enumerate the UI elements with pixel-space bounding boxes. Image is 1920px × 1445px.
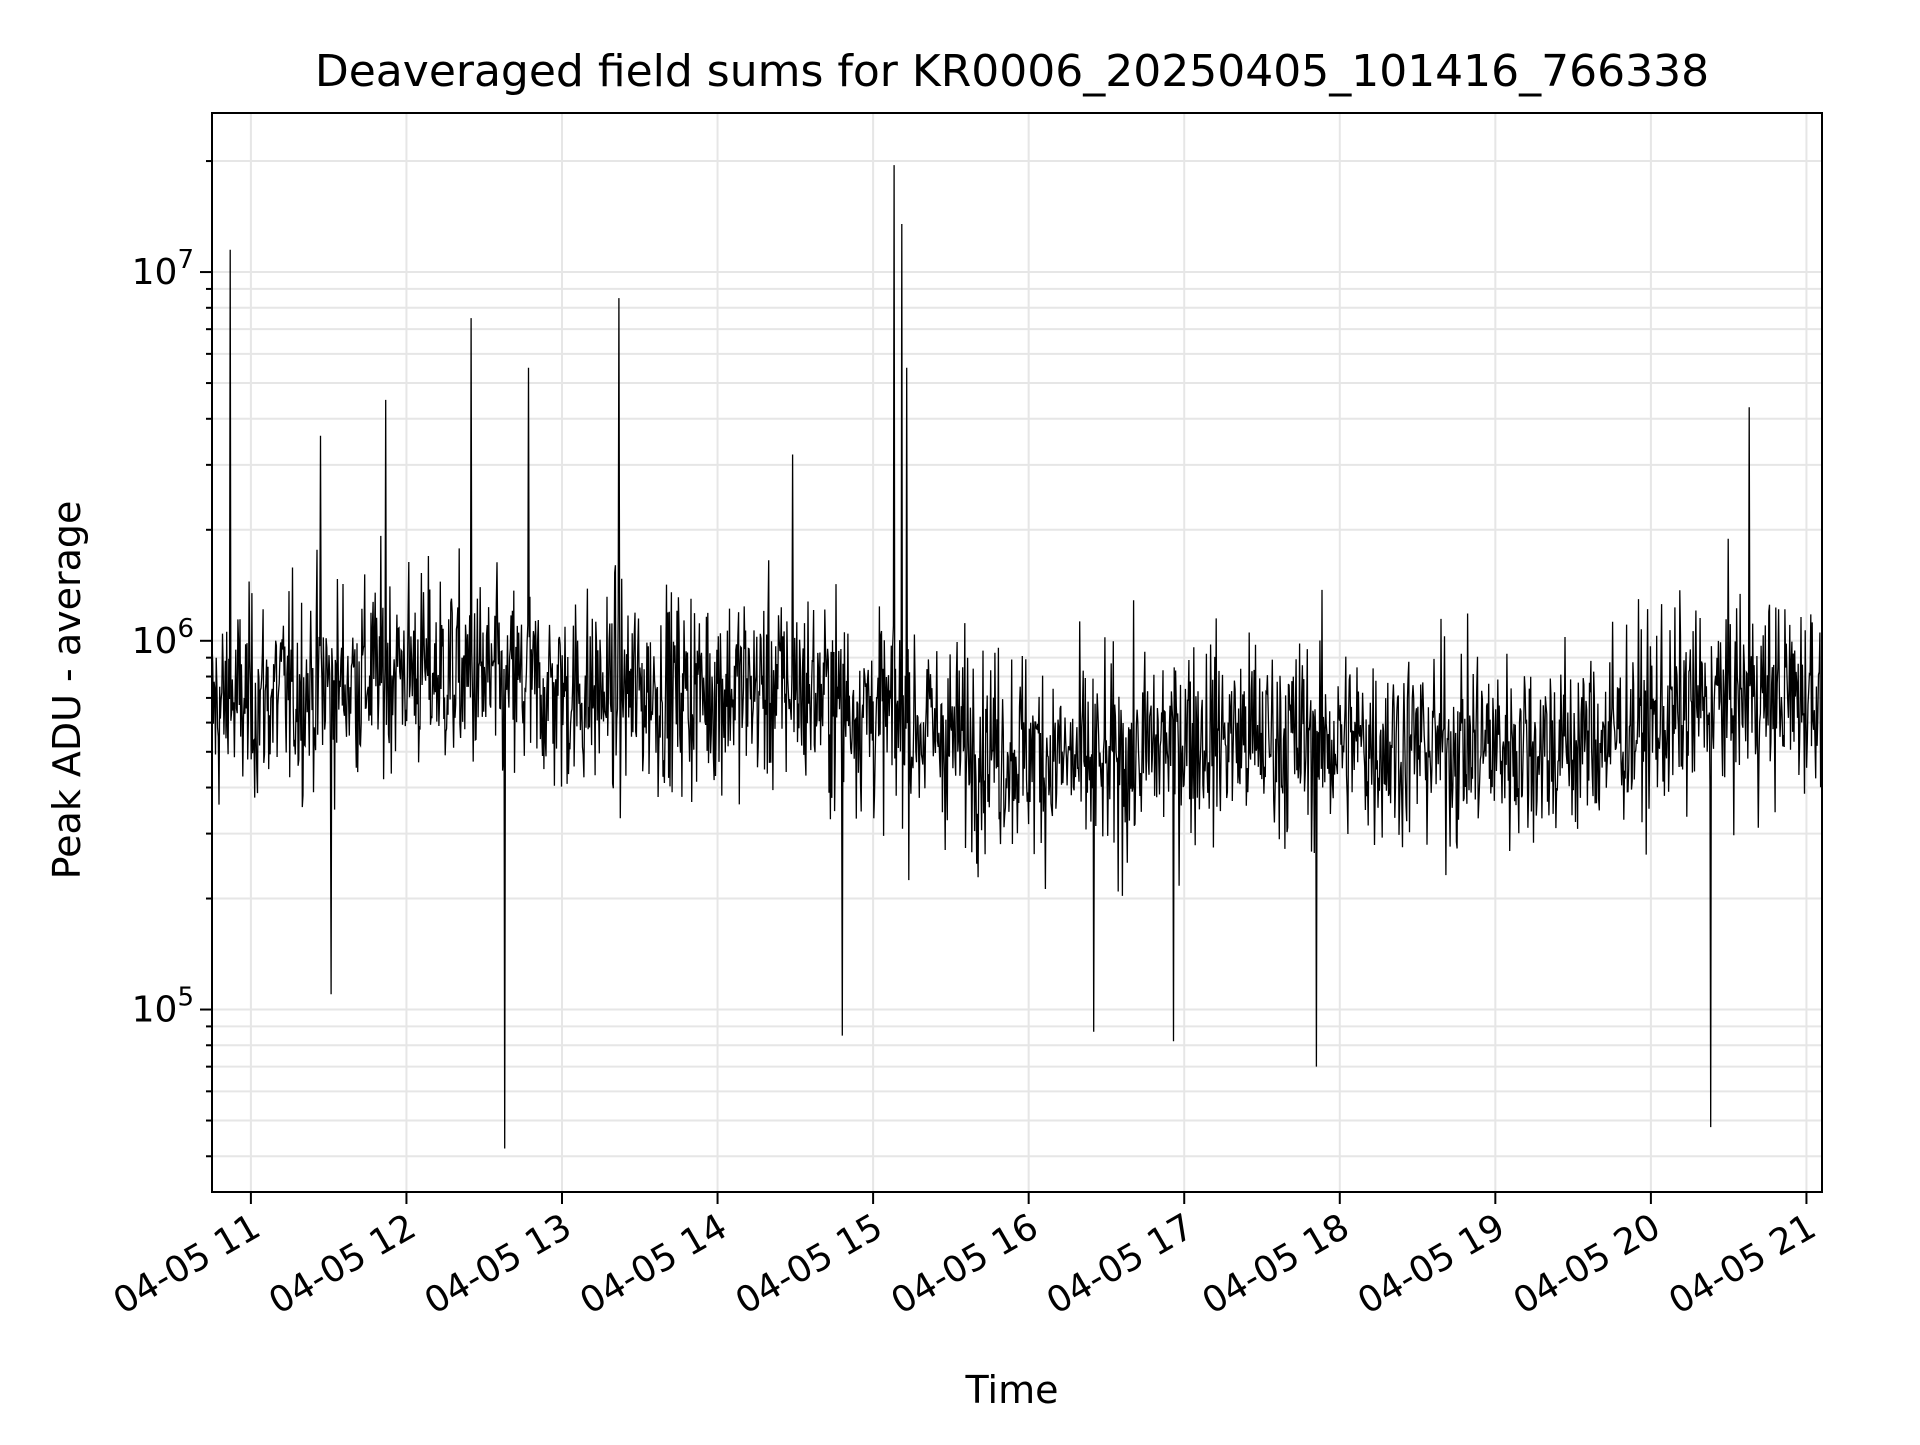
plot-frame <box>211 112 1823 1193</box>
y-tick-label: 106 <box>132 614 194 662</box>
chart-title: Deaveraged field sums for KR0006_2025040… <box>315 46 1709 97</box>
series-line <box>211 165 1823 1149</box>
y-tick-label: 107 <box>132 245 194 293</box>
y-tick-label: 105 <box>132 983 194 1031</box>
plot-area <box>211 165 1823 1149</box>
x-axis-label: Time <box>965 1368 1059 1412</box>
y-axis-label: Peak ADU - average <box>45 501 89 880</box>
